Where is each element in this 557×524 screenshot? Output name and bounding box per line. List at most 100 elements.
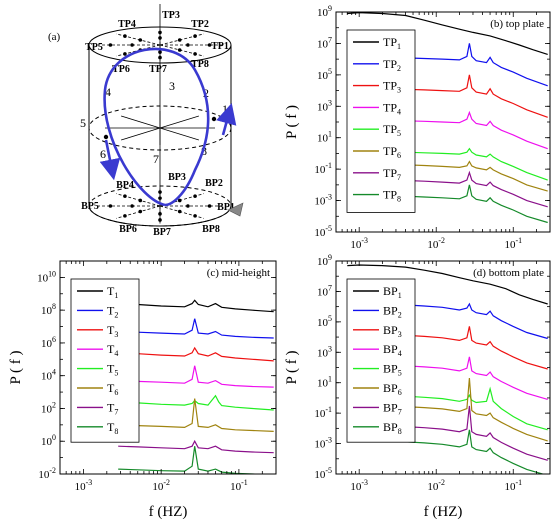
- bottom-plate-point-label: BP7: [153, 227, 171, 238]
- heater-wedge: [227, 202, 244, 217]
- legend-entry: TP5: [383, 122, 401, 138]
- y-tick-label: 107: [317, 35, 332, 50]
- sensor-dot: [158, 50, 162, 54]
- x-tick-label: 10-3: [350, 478, 368, 493]
- series-line-BP4: [389, 356, 548, 400]
- series-line-BP2: [389, 302, 548, 340]
- top-plate-point-label: TP5: [85, 42, 103, 53]
- sensor-dot: [177, 198, 182, 203]
- plot-frame: [59, 260, 277, 475]
- y-tick-label: 10-5: [314, 466, 332, 481]
- panel-label-a: (a): [48, 31, 61, 43]
- sensor-dot: [103, 134, 109, 140]
- legend-entry: T5: [107, 362, 118, 378]
- mid-height-point-label: 4: [105, 85, 111, 99]
- sensor-dot: [158, 218, 162, 222]
- sensor-dot: [207, 43, 212, 47]
- sensor-dot: [158, 190, 162, 194]
- y-tick-label: 10-3: [314, 436, 332, 451]
- sensor-dot: [123, 194, 127, 198]
- top-plate-point-label: TP1: [211, 41, 229, 52]
- sensor-dot: [130, 43, 134, 47]
- series-line-BP8: [389, 429, 545, 474]
- sensor-dot: [158, 196, 162, 200]
- y-tick-label: 10-1: [314, 161, 332, 176]
- sensor-dot: [177, 48, 182, 52]
- series-line-T2: [118, 318, 274, 339]
- sensor-dot: [177, 38, 182, 42]
- x-tick-label: 10-2: [427, 236, 445, 251]
- y-tick-label: 101: [317, 130, 332, 145]
- panel-label: (b) top plate: [490, 18, 544, 30]
- sensor-dot: [158, 55, 162, 60]
- legend-entry: BP8: [383, 420, 402, 436]
- x-tick-label: 10-1: [504, 236, 522, 251]
- x-axis-label: f (HZ): [424, 504, 463, 520]
- legend-entry: T4: [107, 342, 118, 358]
- legend-entry: TP4: [383, 100, 401, 116]
- bottom-plate-point-label: BP8: [202, 224, 220, 235]
- sensor-dot: [207, 204, 212, 208]
- y-tick-label: 109: [317, 4, 332, 19]
- sensor-dot: [158, 212, 162, 216]
- mid-height-point-label: 5: [80, 116, 86, 130]
- y-tick-label: 10-3: [314, 193, 332, 208]
- legend-entry: BP2: [383, 303, 402, 319]
- legend-entry: BP5: [383, 362, 402, 378]
- legend-entry: TP8: [383, 188, 401, 204]
- legend-entry: TP2: [383, 57, 401, 73]
- series-line-TP5: [389, 147, 548, 181]
- y-tick-label: 10-1: [314, 405, 332, 420]
- sensor-dot: [108, 43, 113, 47]
- sensor-dot: [177, 209, 182, 214]
- series-line-BP5: [389, 386, 548, 431]
- top-plate-point-label: TP6: [112, 64, 130, 75]
- mid-height-point-label: 7: [153, 152, 159, 166]
- legend-entry: BP3: [383, 323, 402, 339]
- series-line-TP7: [389, 170, 548, 208]
- series-line-TP4: [389, 110, 548, 150]
- sensor-dot: [193, 214, 197, 218]
- bottom-plate-point-label: BP2: [205, 178, 223, 189]
- mid-height-ellipse: [88, 105, 232, 151]
- legend-entry: T8: [107, 420, 118, 436]
- sensor-dot: [193, 194, 197, 198]
- legend-entry: TP1: [383, 35, 401, 51]
- circulation-loop: [103, 47, 210, 207]
- x-tick-label: 10-2: [152, 478, 170, 493]
- y-tick-label: 10-5: [314, 224, 332, 239]
- y-tick-label: 1010: [37, 269, 56, 284]
- bottom-plate-point-label: BP5: [81, 201, 99, 212]
- legend-entry: BP7: [383, 400, 402, 416]
- series-line-TP8: [389, 184, 548, 224]
- y-axis-label: P ( f ): [284, 350, 300, 384]
- sensor-dot: [158, 36, 162, 40]
- sensor-dot: [193, 52, 197, 56]
- y-tick-label: 101: [317, 375, 332, 390]
- y-tick-label: 105: [317, 314, 332, 329]
- legend-entry: T2: [107, 303, 118, 319]
- legend-entry: BP6: [383, 381, 402, 397]
- series-line-T8: [118, 446, 271, 474]
- y-axis-label: P ( f ): [284, 105, 300, 139]
- flow-arrow-up: [216, 102, 237, 136]
- chart-panel-b-top-plate: 10-3 10-2 10-1 10-5 10-3 10-1 101 103 105 107 109 P…: [284, 4, 551, 251]
- bottom-plate-point-label: BP1: [217, 202, 235, 213]
- sensor-dot: [130, 204, 134, 208]
- series-line-TP6: [389, 160, 548, 192]
- y-tick-label: 108: [41, 302, 56, 317]
- series-line-TP2: [389, 43, 548, 87]
- legend-entry: T6: [107, 381, 118, 397]
- y-tick-label: 105: [317, 67, 332, 82]
- mid-height-point-label: 6: [100, 147, 106, 161]
- legend-entry: BP1: [383, 284, 402, 300]
- mid-height-point-label: 3: [169, 79, 175, 93]
- legend: [346, 278, 416, 443]
- series-line-T6: [118, 398, 274, 432]
- y-tick-label: 102: [41, 400, 56, 415]
- series-line-BP7: [389, 405, 548, 461]
- sensor-dot: [211, 116, 217, 122]
- legend-entry: BP4: [383, 342, 402, 358]
- y-tick-label: 10-2: [38, 466, 56, 481]
- x-tick-label: 10-2: [427, 478, 445, 493]
